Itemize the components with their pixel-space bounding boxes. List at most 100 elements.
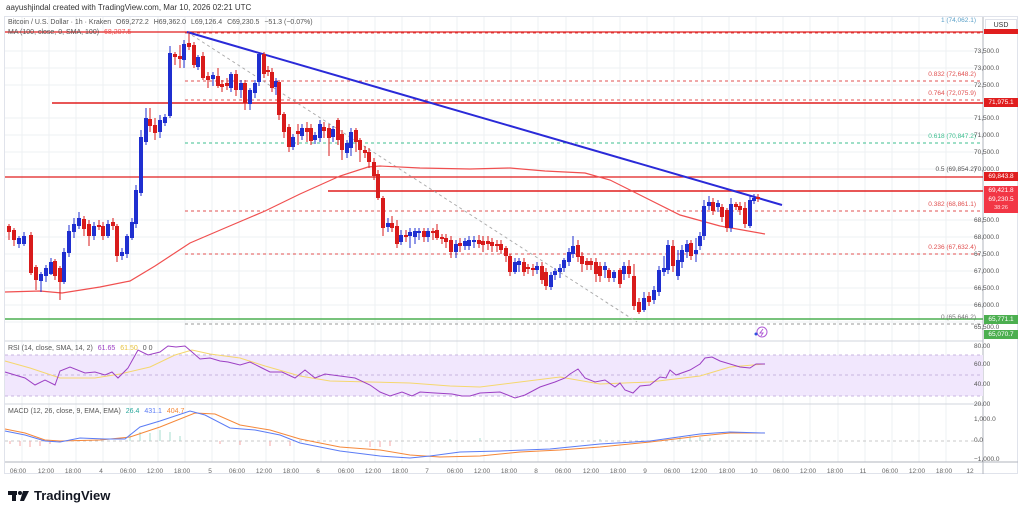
time-axis-label: 12:00	[255, 468, 273, 475]
price-tag-71975: 71,975.1	[984, 98, 1018, 107]
time-axis-label: 12:00	[582, 468, 600, 475]
macd-label: MACD (12, 26, close, 9, EMA, EMA)	[8, 408, 121, 415]
ohlc-close: C69,230.5	[227, 19, 260, 26]
time-axis-label: 18:00	[609, 468, 627, 475]
time-axis-label: 12:00	[146, 468, 164, 475]
rsi-axis-label: 60.00	[974, 361, 991, 368]
price-tag-current: 69,421.8 69,230.5 38:26	[984, 186, 1018, 213]
price-axis-label: 66,500.0	[974, 285, 1000, 292]
bar-countdown: 38:26	[994, 205, 1008, 211]
ohlc-open: O69,272.2	[116, 19, 149, 26]
symbol-name: Bitcoin / U.S. Dollar · 1h · Kraken	[8, 19, 112, 26]
grid-horizontal	[5, 50, 983, 323]
tradingview-logo-icon	[8, 490, 29, 501]
price-tag-69421: 69,421.8	[988, 187, 1014, 194]
time-axis-label: 12:00	[473, 468, 491, 475]
time-axis-label: 12	[966, 468, 974, 475]
macd-line-value: 431.1	[144, 408, 162, 415]
tradingview-logo-text: TradingView	[34, 488, 111, 503]
sma-100-line	[4, 165, 766, 294]
ohlc-low: L69,126.4	[190, 19, 223, 26]
time-axis-label: 10	[750, 468, 758, 475]
price-axis-label: 66,000.0	[974, 302, 1000, 309]
price-axis-label: 72,500.0	[974, 82, 1000, 89]
fib-retracement-lines	[185, 32, 983, 325]
fib-label-0: 0 (65,646.2)	[940, 314, 976, 321]
ma-label: MA (100, close, 0, SMA, 100)	[8, 29, 100, 36]
macd-axis-label: −1,000.0	[974, 456, 1000, 463]
macd-hist-value: 26.4	[125, 408, 140, 415]
time-axis-label: 18:00	[391, 468, 409, 475]
rsi-axis-label: 80.00	[974, 343, 991, 350]
time-axis-label: 12:00	[364, 468, 382, 475]
macd-legend: MACD (12, 26, close, 9, EMA, EMA) 26.4 4…	[8, 408, 187, 415]
time-axis-label: 06:00	[119, 468, 137, 475]
time-axis-label: 06:00	[663, 468, 681, 475]
rsi-value: 61.65	[97, 345, 116, 352]
rsi-ma-value: 61.50	[120, 345, 138, 352]
fib-label-1: 1 (74,062.1)	[940, 17, 976, 24]
fib-anchor-line	[186, 31, 638, 323]
time-axis-label: 06:00	[337, 468, 355, 475]
time-axis-label: 18:00	[826, 468, 844, 475]
price-axis-label: 67,500.0	[974, 251, 1000, 258]
last-price-tag: 69,230.5	[988, 196, 1014, 203]
macd-histogram	[9, 430, 711, 447]
fib-label-0832: 0.832 (72,648.2)	[928, 71, 976, 78]
price-axis-label: 68,500.0	[974, 217, 1000, 224]
fib-label-0618: 0.618 (70,847.2)	[928, 133, 976, 140]
rsi-extra: 0 0	[142, 345, 153, 352]
rsi-legend: RSI (14, close, SMA, 14, 2) 61.65 61.50 …	[8, 345, 155, 352]
time-axis-label: 18:00	[935, 468, 953, 475]
price-axis-label: 71,000.0	[974, 132, 1000, 139]
price-tag-65070: 65,070.7	[984, 330, 1018, 339]
macd-signal-value: 404.7	[166, 408, 185, 415]
time-axis-label: 18:00	[282, 468, 300, 475]
ma-value: 68,207.5	[104, 29, 132, 36]
fib-label-05: 0.5 (69,854.2)	[935, 166, 976, 173]
time-axis-label: 11	[859, 468, 867, 475]
ohlc-change: −51.3 (−0.07%)	[264, 19, 313, 26]
time-axis-label: 4	[99, 468, 103, 475]
price-axis-label: 67,000.0	[974, 268, 1000, 275]
price-tag-69843: 69,843.8	[984, 172, 1018, 181]
rsi-line	[4, 345, 765, 399]
macd-axis-label: 0.0	[974, 437, 984, 444]
price-axis-label: 65,500.0	[974, 324, 1000, 331]
macd-axis-label: 1,000.0	[974, 416, 996, 423]
time-axis-label: 12:00	[37, 468, 55, 475]
time-axis-label: 12:00	[799, 468, 817, 475]
time-axis-label: 6	[316, 468, 320, 475]
time-axis-label: 06:00	[9, 468, 27, 475]
price-tag-support: 65,771.1	[984, 315, 1018, 324]
chart-frame	[4, 16, 1018, 474]
macd-signal-line	[4, 412, 765, 458]
time-axis-label: 18:00	[64, 468, 82, 475]
chart-credit: aayushjindal created with TradingView.co…	[6, 3, 252, 12]
fib-label-0382: 0.382 (68,861.1)	[928, 201, 976, 208]
candlesticks	[7, 32, 760, 314]
price-axis-label: 68,000.0	[974, 234, 1000, 241]
price-axis-label: 73,500.0	[974, 48, 1000, 55]
ma-legend: MA (100, close, 0, SMA, 100) 68,207.5	[8, 29, 134, 36]
macd-line	[4, 410, 766, 459]
time-axis-label: 12:00	[908, 468, 926, 475]
time-axis-label: 18:00	[173, 468, 191, 475]
symbol-legend: Bitcoin / U.S. Dollar · 1h · Kraken O69,…	[8, 19, 316, 26]
rsi-label: RSI (14, close, SMA, 14, 2)	[8, 345, 93, 352]
price-tag-top	[984, 29, 1018, 34]
time-axis-label: 8	[534, 468, 538, 475]
time-axis-label: 06:00	[881, 468, 899, 475]
price-axis-label: 73,000.0	[974, 65, 1000, 72]
time-axis-label: 7	[425, 468, 429, 475]
time-axis-label: 06:00	[772, 468, 790, 475]
price-axis-label: 70,500.0	[974, 149, 1000, 156]
time-axis-label: 5	[208, 468, 212, 475]
rsi-axis-label: 20.00	[974, 401, 991, 408]
time-axis-label: 18:00	[718, 468, 736, 475]
time-axis-label: 06:00	[446, 468, 464, 475]
time-axis-label: 18:00	[500, 468, 518, 475]
time-axis-label: 06:00	[228, 468, 246, 475]
time-axis-label: 06:00	[554, 468, 572, 475]
